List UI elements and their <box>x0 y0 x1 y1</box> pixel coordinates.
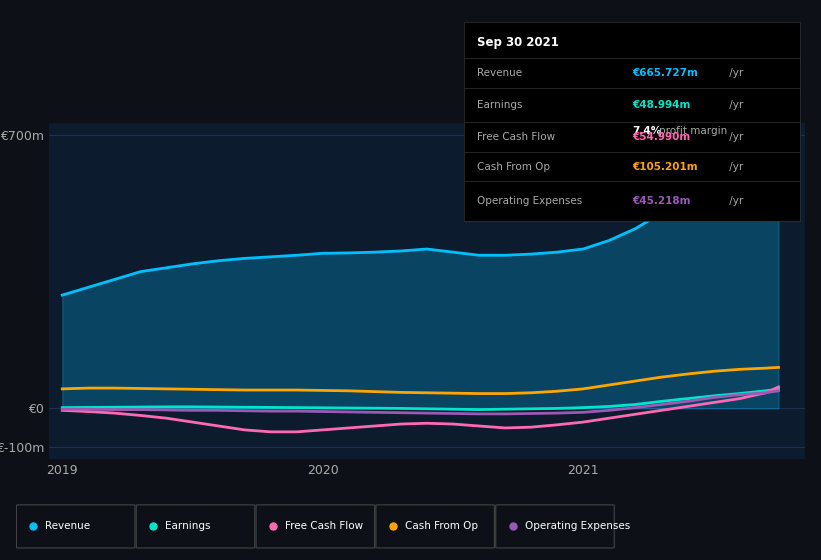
Text: €54.990m: €54.990m <box>632 132 690 142</box>
Text: €45.218m: €45.218m <box>632 197 690 206</box>
Text: Cash From Op: Cash From Op <box>405 521 478 531</box>
Text: /yr: /yr <box>727 68 744 78</box>
Text: Free Cash Flow: Free Cash Flow <box>285 521 363 531</box>
Text: /yr: /yr <box>727 100 744 110</box>
Text: /yr: /yr <box>727 197 744 206</box>
Text: Sep 30 2021: Sep 30 2021 <box>477 36 559 49</box>
FancyBboxPatch shape <box>496 505 614 548</box>
Text: Revenue: Revenue <box>45 521 90 531</box>
FancyBboxPatch shape <box>376 505 494 548</box>
Text: Revenue: Revenue <box>477 68 522 78</box>
Text: Earnings: Earnings <box>165 521 211 531</box>
Text: profit margin: profit margin <box>659 126 727 136</box>
Text: €48.994m: €48.994m <box>632 100 690 110</box>
Text: /yr: /yr <box>727 161 744 171</box>
Text: €665.727m: €665.727m <box>632 68 698 78</box>
Text: /yr: /yr <box>727 132 744 142</box>
Text: Operating Expenses: Operating Expenses <box>477 197 583 206</box>
Text: Free Cash Flow: Free Cash Flow <box>477 132 556 142</box>
Text: Cash From Op: Cash From Op <box>477 161 550 171</box>
FancyBboxPatch shape <box>16 505 135 548</box>
Text: 7.4%: 7.4% <box>632 126 662 136</box>
Text: Earnings: Earnings <box>477 100 523 110</box>
Text: €105.201m: €105.201m <box>632 161 698 171</box>
Text: Operating Expenses: Operating Expenses <box>525 521 630 531</box>
FancyBboxPatch shape <box>256 505 374 548</box>
FancyBboxPatch shape <box>136 505 255 548</box>
